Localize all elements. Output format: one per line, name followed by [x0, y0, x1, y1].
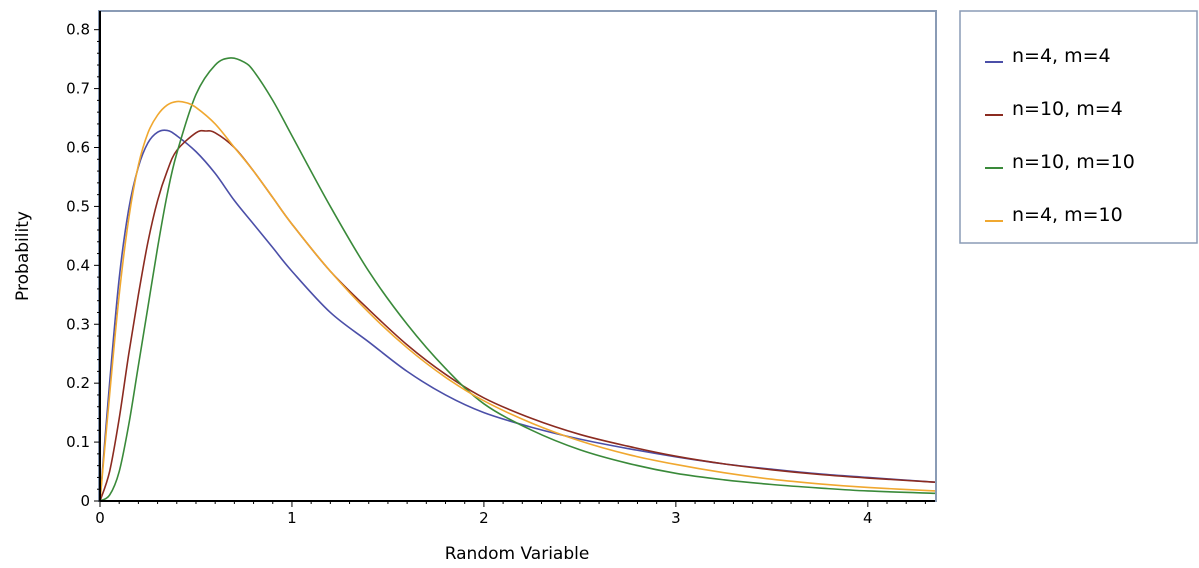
x-axis-title: Random Variable: [445, 544, 590, 564]
y-tick-label: 0.4: [66, 256, 90, 274]
series-layer: [99, 57, 936, 502]
plot-area: [98, 10, 937, 502]
legend-box: [959, 10, 1198, 244]
axis-layer: 0 0.1 0.2 0.3 0.4 0.5 0.6 0.7 0.8 0 1 2 3 4: [66, 11, 935, 527]
x-tick-label: 0: [95, 509, 105, 527]
y-tick-label: 0.7: [66, 80, 90, 98]
y-tick-label: 0.8: [66, 21, 90, 39]
series-line-4: [99, 100, 936, 502]
y-tick-label: 0.1: [66, 433, 90, 451]
x-tick-label: 1: [287, 509, 297, 527]
x-tick-label: 2: [479, 509, 489, 527]
x-tick-label: 3: [671, 509, 681, 527]
y-axis-title: Probability: [13, 211, 33, 301]
y-tick-label: 0: [80, 492, 90, 510]
y-tick-label: 0.6: [66, 139, 90, 157]
legend-items: n=4, m=4 n=10, m=4 n=10, m=10 n=4, m=10: [985, 45, 1135, 226]
x-tick-label: 4: [863, 509, 873, 527]
legend-label-2: n=10, m=4: [1012, 98, 1123, 120]
series-line-3: [99, 57, 936, 502]
legend-label-4: n=4, m=10: [1012, 204, 1123, 226]
legend-label-1: n=4, m=4: [1012, 45, 1111, 67]
y-tick-label: 0.5: [66, 197, 90, 215]
y-tick-label: 0.3: [66, 315, 90, 333]
legend: n=4, m=4 n=10, m=4 n=10, m=10 n=4, m=10: [959, 10, 1198, 244]
legend-label-3: n=10, m=10: [1012, 151, 1135, 173]
y-tick-label: 0.2: [66, 374, 90, 392]
